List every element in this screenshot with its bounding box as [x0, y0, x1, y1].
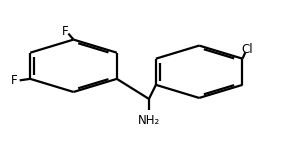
- Text: NH₂: NH₂: [138, 114, 160, 127]
- Text: Cl: Cl: [241, 43, 253, 56]
- Text: F: F: [62, 25, 69, 38]
- Text: F: F: [11, 74, 18, 87]
